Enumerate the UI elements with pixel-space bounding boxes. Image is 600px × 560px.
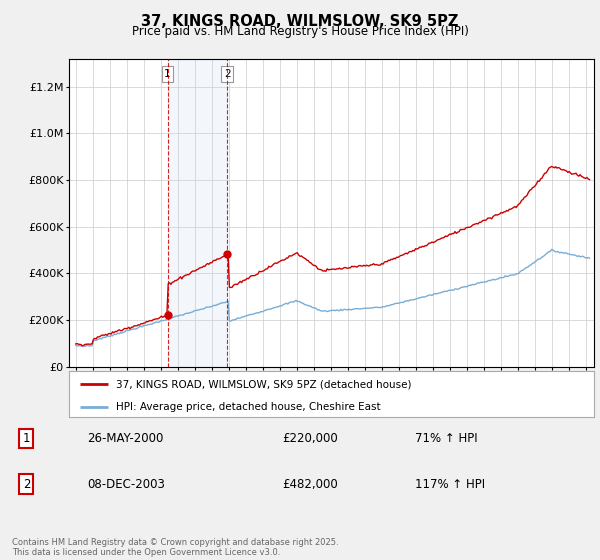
Text: 2: 2 [224, 69, 230, 79]
Text: 2: 2 [23, 478, 30, 491]
Text: 37, KINGS ROAD, WILMSLOW, SK9 5PZ: 37, KINGS ROAD, WILMSLOW, SK9 5PZ [142, 14, 458, 29]
Bar [167, 59, 227, 367]
Text: 08-DEC-2003: 08-DEC-2003 [87, 478, 165, 491]
Text: 26-MAY-2000: 26-MAY-2000 [87, 432, 163, 445]
Text: £482,000: £482,000 [283, 478, 338, 491]
Text: 117% ↑ HPI: 117% ↑ HPI [415, 478, 485, 491]
Text: 1: 1 [164, 69, 171, 79]
Text: 1: 1 [23, 432, 30, 445]
Text: 71% ↑ HPI: 71% ↑ HPI [415, 432, 478, 445]
Text: 37, KINGS ROAD, WILMSLOW, SK9 5PZ (detached house): 37, KINGS ROAD, WILMSLOW, SK9 5PZ (detac… [116, 379, 412, 389]
Text: Contains HM Land Registry data © Crown copyright and database right 2025.
This d: Contains HM Land Registry data © Crown c… [12, 538, 338, 557]
Text: HPI: Average price, detached house, Cheshire East: HPI: Average price, detached house, Ches… [116, 402, 381, 412]
Text: Price paid vs. HM Land Registry's House Price Index (HPI): Price paid vs. HM Land Registry's House … [131, 25, 469, 38]
Text: £220,000: £220,000 [283, 432, 338, 445]
